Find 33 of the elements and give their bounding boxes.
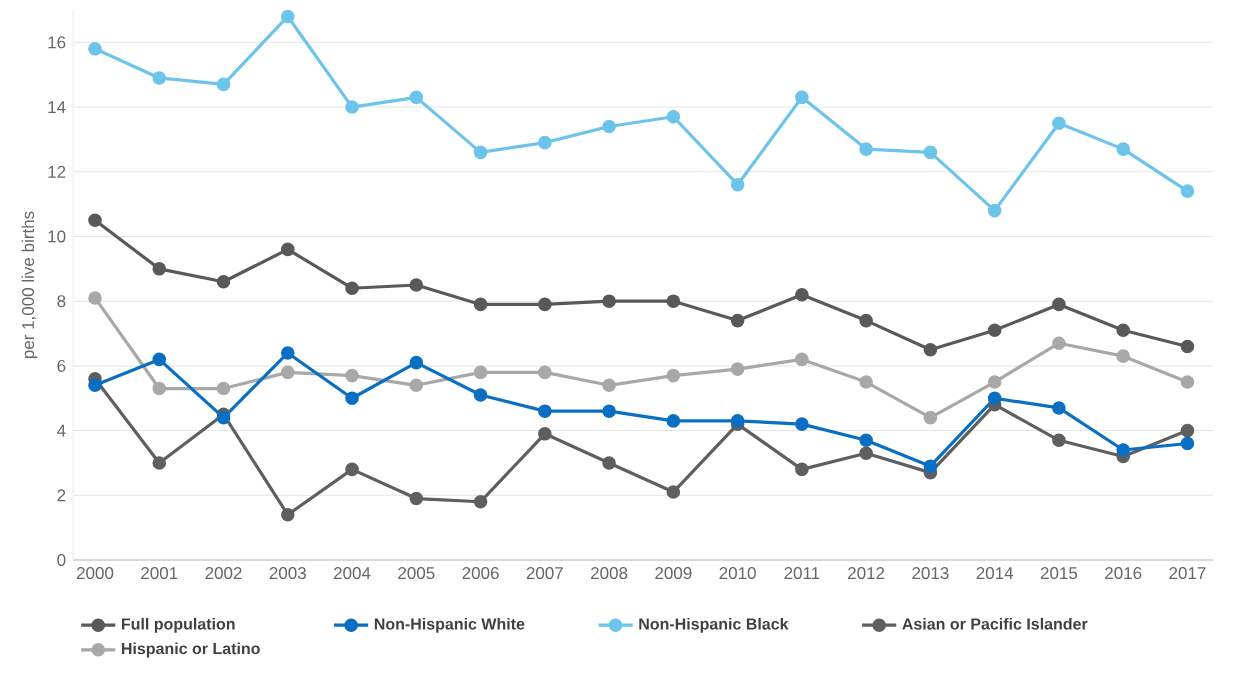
x-tick-label: 2002 [205, 567, 242, 580]
y-tick-label: 16 [48, 36, 66, 49]
x-tick-label: 2016 [1105, 567, 1142, 580]
x-tick-label: 2017 [1169, 567, 1206, 580]
y-tick-label: 4 [57, 424, 66, 437]
x-tick-label: 2001 [141, 567, 178, 580]
x-tick-label: 2006 [462, 567, 499, 580]
y-tick-label: 14 [48, 101, 66, 113]
x-tick-label: 2008 [591, 567, 628, 580]
legend-label: Full population [121, 617, 235, 633]
x-tick-label: 2010 [719, 567, 756, 580]
y-tick-label: 10 [48, 230, 66, 243]
x-tick-label: 2009 [655, 567, 692, 580]
x-tick-label: 2013 [912, 567, 949, 580]
legend-label: Non-Hispanic White [374, 617, 525, 633]
x-tick-label: 2000 [76, 567, 114, 580]
legend-label: Hispanic or Latino [121, 642, 260, 658]
x-tick-label: 2015 [1040, 567, 1078, 580]
y-tick-label: 2 [57, 489, 66, 502]
y-tick-label: 6 [57, 359, 66, 372]
legend-label: Asian or Pacific Islander [902, 617, 1088, 630]
y-tick-label: 12 [48, 165, 66, 178]
x-tick-label: 2007 [526, 567, 563, 580]
x-tick-label: 2004 [333, 567, 371, 580]
x-tick-label: 2003 [269, 567, 306, 580]
y-tick-label: 8 [57, 295, 66, 308]
legend-label: Non-Hispanic Black [639, 617, 789, 633]
y-axis-title: per 1,000 live births [21, 211, 38, 359]
x-tick-label: 2014 [976, 567, 1014, 580]
x-tick-label: 2005 [398, 567, 435, 580]
y-tick-label: 0 [57, 554, 66, 567]
x-tick-label: 2012 [848, 567, 885, 580]
x-tick-label: 2011 [784, 567, 820, 580]
